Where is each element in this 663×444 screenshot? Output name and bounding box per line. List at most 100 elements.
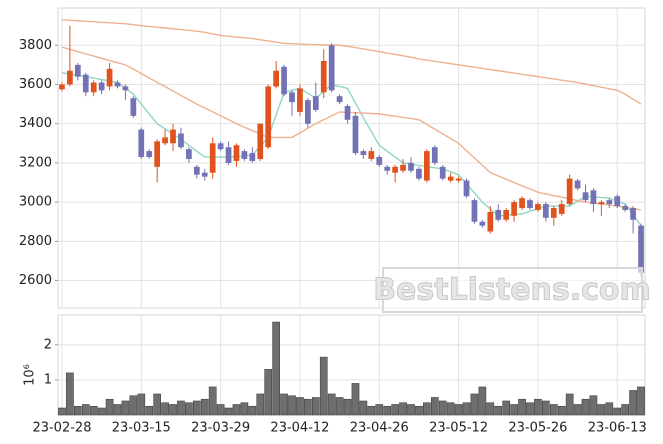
candle-body	[186, 149, 192, 159]
candle-body	[606, 200, 613, 205]
candle-body	[106, 68, 113, 87]
candle-body	[130, 98, 137, 116]
candle-body	[574, 180, 581, 189]
candle-body	[368, 151, 375, 159]
volume-bar	[319, 356, 328, 416]
volume-bar	[438, 400, 447, 416]
candle-body	[471, 200, 478, 222]
candle-body	[487, 211, 494, 232]
x-tick-label: 23-04-26	[350, 421, 409, 436]
volume-bar	[597, 404, 606, 416]
plot-area	[57, 7, 646, 309]
candle-body	[265, 86, 272, 148]
candle-body	[566, 178, 573, 205]
candle-body	[297, 88, 303, 112]
candle-body	[305, 100, 311, 124]
volume-bar	[169, 404, 177, 416]
candle-body	[424, 151, 430, 181]
candle-body	[463, 180, 470, 197]
volume-bar	[549, 404, 558, 416]
candle-body	[312, 96, 319, 110]
candle-body	[495, 209, 502, 220]
volume-bar	[526, 402, 534, 416]
watermark-box	[382, 267, 643, 313]
volume-bar	[192, 400, 201, 416]
y-tick-label: 3200	[19, 155, 52, 170]
candle-body	[431, 147, 438, 163]
volume-bar	[383, 405, 392, 416]
volume-bar	[208, 386, 217, 416]
candle-body	[598, 202, 605, 205]
candle-body	[114, 82, 121, 87]
x-tick-label: 23-04-12	[270, 421, 329, 436]
candle-body	[320, 60, 327, 93]
candle-body	[582, 192, 589, 201]
candle-body	[400, 164, 406, 171]
volume-bar	[153, 393, 161, 416]
candle-body	[90, 82, 97, 93]
volume-bar	[89, 405, 98, 416]
volume-bar	[137, 393, 146, 416]
candle-body	[344, 106, 351, 120]
moving-average-line	[61, 19, 642, 105]
moving-average-line	[61, 46, 642, 211]
candle-body	[519, 198, 525, 208]
candle-body	[328, 45, 335, 91]
volume-bar	[335, 397, 344, 416]
volume-bar	[232, 404, 241, 416]
candle-body	[178, 133, 184, 148]
volume-bar	[359, 400, 368, 416]
volume-bar	[573, 404, 582, 416]
y-axis-label: 10⁶	[23, 364, 38, 386]
volume-bar	[327, 393, 336, 416]
y-tick-label: 3400	[19, 116, 52, 131]
candle-body	[201, 172, 208, 177]
candle-body	[249, 153, 256, 161]
candle-body	[550, 208, 557, 218]
y-tick-label: 2	[44, 337, 52, 352]
volume-bar	[113, 404, 122, 416]
volume-bar	[97, 407, 106, 416]
volume-bar	[264, 369, 273, 416]
candle-body	[146, 151, 153, 158]
volume-bar	[272, 321, 280, 416]
candle-body	[376, 157, 383, 165]
volume-bar	[629, 390, 637, 416]
volume-bar	[351, 383, 360, 416]
volume-bar	[81, 404, 90, 416]
volume-bar	[296, 397, 304, 416]
candle-body	[439, 166, 446, 179]
volume-bar	[415, 405, 423, 416]
volume-bar	[462, 402, 471, 416]
watermark: BestListens.com	[373, 273, 651, 308]
candle-body	[289, 92, 295, 103]
volume-bar	[391, 404, 399, 416]
volume-bar	[304, 398, 312, 416]
x-tick-label: 23-05-12	[429, 421, 488, 436]
volume-bar	[367, 405, 376, 416]
volume-bar	[494, 405, 503, 416]
candle-body	[273, 70, 279, 87]
candle-body	[154, 141, 161, 167]
candle-body	[193, 166, 200, 175]
x-tick-label: 23-02-28	[32, 421, 91, 436]
volume-bar	[66, 372, 74, 416]
candle-body	[352, 115, 359, 154]
volume-bar	[224, 407, 233, 416]
volume-bar	[589, 395, 598, 416]
volume-bar	[423, 402, 431, 416]
candle-body	[590, 190, 597, 205]
candle-body	[416, 168, 422, 179]
candle-body	[98, 82, 105, 91]
candle-body	[336, 96, 343, 103]
volume-bar	[542, 400, 550, 416]
candle-body	[233, 145, 240, 161]
volume-bar	[581, 398, 590, 416]
volume-bar	[407, 404, 415, 416]
y-tick-label: 3800	[19, 38, 52, 53]
volume-bar	[343, 398, 352, 416]
candle-body	[511, 202, 517, 216]
volume-bar	[486, 402, 495, 416]
volume-bar	[613, 407, 622, 416]
